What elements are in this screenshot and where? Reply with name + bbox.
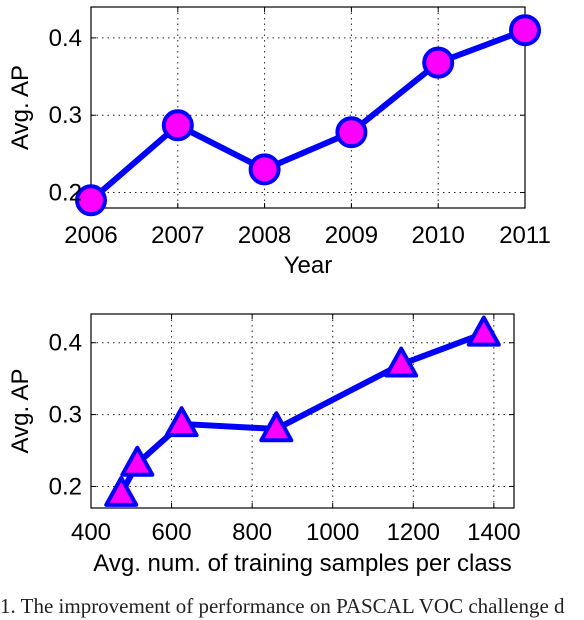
series-line: [118, 330, 485, 496]
x-tick-label: 1200: [387, 519, 440, 546]
x-tick-label: 2008: [238, 222, 291, 249]
x-tick-label: 2011: [499, 222, 551, 249]
data-point: [422, 46, 455, 79]
x-axis-label: Avg. num. of training samples per class: [93, 550, 511, 577]
y-tick-label: 0.4: [49, 25, 82, 52]
y-tick-label: 0.2: [49, 180, 82, 207]
data-point: [509, 14, 541, 47]
x-tick-label: 2009: [325, 222, 378, 249]
x-tick-label: 2010: [412, 222, 465, 249]
x-axis-label: Year: [284, 252, 333, 279]
y-tick-label: 0.4: [49, 330, 82, 357]
data-point: [120, 445, 155, 477]
y-axis-label: Avg. AP: [7, 369, 34, 454]
data-point: [259, 411, 294, 443]
chart-panel-1: 2006 2007 2008 2009 2010 2011 0.2 0.3 0.4 Year Avg…: [7, 6, 551, 279]
y-axis-label: Avg. AP: [7, 65, 34, 150]
data-point: [164, 406, 199, 438]
plot-frame: [90, 313, 515, 509]
data-point: [248, 153, 281, 186]
chart-panel-2: 400 600 800 1000 1200 1400 0.2 0.3 0.4 Avg. num. …: [7, 313, 521, 577]
plot-frame: [90, 6, 526, 209]
x-tick-label: 1000: [306, 519, 359, 546]
data-point: [335, 116, 368, 149]
data-point: [161, 109, 194, 142]
figure: 2006 2007 2008 2009 2010 2011 0.2 0.3 0.4 Year Avg…: [7, 6, 551, 577]
y-tick-label: 0.3: [49, 102, 82, 129]
x-tick-label: 800: [232, 519, 272, 546]
x-tick-label: 600: [152, 519, 192, 546]
x-tick-label: 2006: [64, 222, 117, 249]
data-point: [384, 346, 419, 378]
data-point: [466, 315, 501, 347]
data-point: [104, 475, 139, 507]
y-tick-label: 0.3: [49, 402, 82, 429]
x-tick-label: 400: [71, 519, 111, 546]
figure-caption: 1. The improvement of performance on PAS…: [0, 594, 565, 618]
x-tick-label: 2007: [151, 222, 204, 249]
data-point: [75, 184, 107, 217]
x-tick-label: 1400: [467, 519, 520, 546]
y-tick-label: 0.2: [49, 473, 82, 500]
